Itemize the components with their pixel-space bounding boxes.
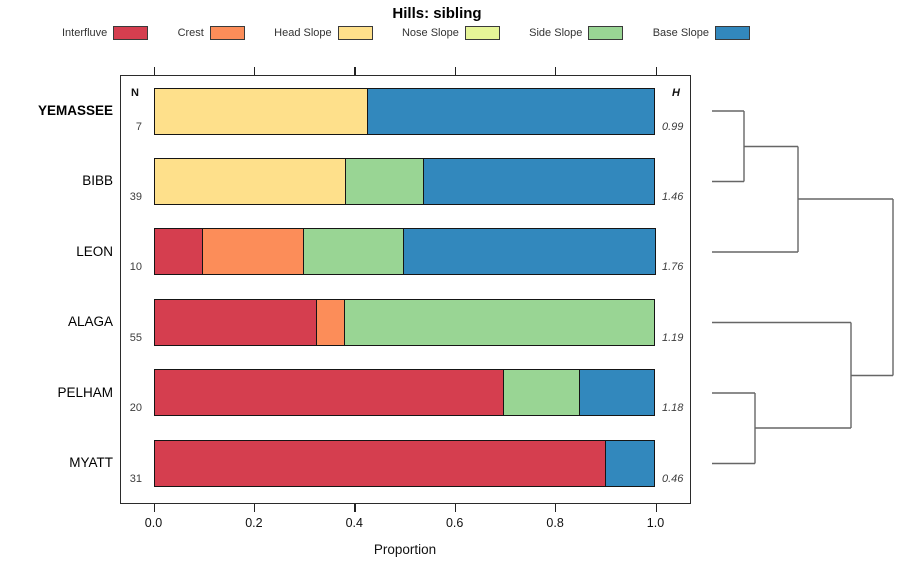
bar-segment-side-slope [345, 157, 425, 205]
bar-segment-interfluve [153, 228, 204, 276]
h-diversity-value: 1.18 [662, 402, 684, 415]
bar-segment-base-slope [422, 157, 656, 205]
row-label: YEMASSEE [37, 103, 113, 118]
legend-item: Head Slope [274, 26, 373, 40]
bottom-axis-tick [153, 503, 155, 512]
legend-item-label: Head Slope [274, 27, 332, 39]
stacked-bar [153, 87, 656, 135]
bar-segment-base-slope [367, 87, 656, 135]
n-count-value: 55 [129, 331, 142, 344]
bar-segment-base-slope [578, 369, 656, 417]
top-axis-tick [153, 67, 155, 75]
stacked-bar [153, 228, 656, 276]
bar-segment-base-slope [403, 228, 656, 276]
stacked-bar [153, 439, 656, 487]
h-diversity-value: 1.46 [662, 190, 684, 203]
row-label: MYATT [69, 455, 113, 471]
top-axis-tick [655, 67, 657, 75]
legend-swatch [588, 26, 624, 40]
bar-segment-head-slope [153, 87, 369, 135]
h-diversity-value: 1.76 [662, 261, 684, 274]
chart-title: Hills: sibling [392, 5, 482, 22]
bar-segment-head-slope [153, 157, 347, 205]
stacked-bar [153, 157, 656, 205]
legend-item-label: Crest [177, 27, 204, 39]
legend-swatch [714, 26, 750, 40]
legend-swatch [113, 26, 149, 40]
x-tick-label: 0.2 [245, 516, 263, 530]
n-count-value: 10 [129, 261, 142, 274]
legend-item: Interfluve [62, 26, 149, 40]
x-tick-label: 0.4 [345, 516, 363, 530]
n-column-header: N [131, 87, 139, 99]
bottom-axis-tick [354, 503, 356, 512]
bar-segment-side-slope [503, 369, 581, 417]
stacked-bar [153, 298, 656, 346]
bar-segment-side-slope [302, 228, 405, 276]
stacked-bar [153, 369, 656, 417]
legend-item: Nose Slope [402, 26, 500, 40]
legend-item: Side Slope [529, 26, 624, 40]
bar-segment-base-slope [605, 439, 656, 487]
plot-panel [120, 75, 691, 504]
legend-item: Crest [178, 26, 245, 40]
x-axis-title: Proportion [373, 542, 437, 557]
bottom-axis-tick [555, 503, 557, 512]
bottom-axis-tick [655, 503, 657, 512]
bar-segment-side-slope [343, 298, 656, 346]
n-count-value: 31 [129, 472, 142, 485]
legend-item-label: Base Slope [652, 27, 709, 39]
legend-item-label: Interfluve [62, 27, 108, 39]
bar-segment-crest [316, 298, 346, 346]
bottom-axis-tick [253, 503, 256, 512]
x-tick-label: 0.0 [144, 516, 163, 530]
top-axis-tick [253, 67, 256, 75]
h-diversity-value: 0.46 [662, 472, 684, 485]
h-diversity-value: 1.19 [662, 331, 684, 344]
row-label: LEON [76, 243, 113, 259]
legend-swatch [209, 26, 245, 40]
top-axis-tick [454, 67, 456, 75]
n-count-value: 20 [129, 402, 142, 415]
top-axis-tick [354, 67, 356, 75]
bar-segment-crest [202, 228, 305, 276]
legend-item-label: Nose Slope [401, 27, 459, 39]
bar-segment-interfluve [153, 369, 505, 417]
x-tick-label: 0.6 [445, 516, 464, 530]
x-tick-label: 1.0 [646, 516, 665, 530]
bottom-axis-tick [454, 503, 456, 512]
legend-item: Base Slope [653, 26, 750, 40]
legend-item-label: Side Slope [529, 27, 583, 39]
legend-swatch [464, 26, 500, 40]
n-count-value: 39 [129, 190, 142, 203]
legend-swatch [337, 26, 373, 40]
x-tick-label: 0.8 [546, 516, 564, 530]
bar-segment-interfluve [153, 298, 318, 346]
top-axis-tick [555, 67, 557, 75]
h-column-header: H [672, 87, 680, 99]
bar-segment-interfluve [153, 439, 607, 487]
row-label: PELHAM [57, 384, 113, 400]
legend: Interfluve Crest Head Slope Nose Slope Side … [62, 26, 750, 40]
n-count-value: 7 [135, 120, 142, 133]
h-diversity-value: 0.99 [662, 120, 684, 133]
row-label: BIBB [82, 173, 113, 189]
row-label: ALAGA [67, 314, 113, 330]
